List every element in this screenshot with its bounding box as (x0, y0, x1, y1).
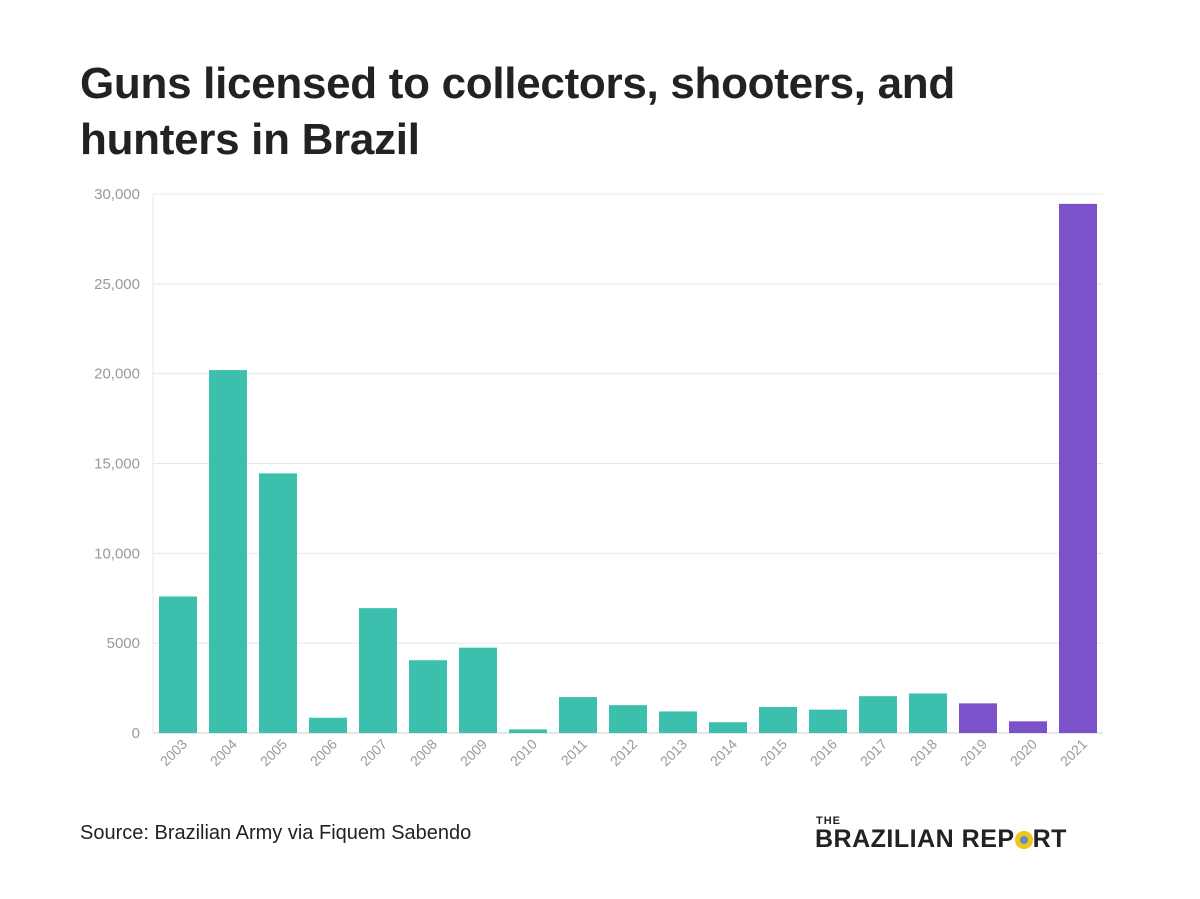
bar-2021 (1059, 203, 1097, 734)
bar-2015 (759, 706, 797, 733)
x-axis: 2003 2004 2005 2006 2007 2008 2009 2010 2011 2012… (157, 736, 1090, 769)
bar-2005 (259, 473, 297, 733)
x-tick-label: 2015 (757, 736, 790, 769)
y-tick-label: 30,000 (94, 186, 140, 203)
y-tick-label: 20,000 (94, 366, 140, 383)
x-tick-label: 2011 (558, 736, 591, 769)
brand-logo: THE BRAZILIAN REP RT (815, 815, 1115, 855)
x-tick-label: 2016 (807, 736, 840, 769)
bar-2006 (309, 717, 347, 733)
bar-2009 (459, 647, 497, 733)
x-tick-label: 2004 (207, 736, 240, 769)
bar-2019 (959, 703, 997, 733)
x-tick-label: 2021 (1057, 736, 1090, 769)
bar-2018 (909, 693, 947, 733)
logo-o-icon (1014, 831, 1033, 849)
logo-name: BRAZILIAN REP RT (815, 825, 1067, 854)
x-tick-label: 2007 (357, 736, 390, 769)
logo-name-part2: RT (1032, 825, 1067, 853)
x-tick-label: 2019 (957, 736, 990, 769)
x-tick-label: 2020 (1007, 736, 1040, 769)
bar-2008 (409, 660, 447, 733)
bar-2017 (859, 696, 897, 733)
x-tick-label: 2014 (707, 736, 740, 769)
bar-2010 (509, 729, 547, 733)
bar-2020 (1009, 721, 1047, 733)
x-tick-label: 2013 (657, 736, 690, 769)
x-tick-label: 2006 (307, 736, 340, 769)
source-note: Source: Brazilian Army via Fiquem Sabend… (80, 822, 472, 844)
y-tick-label: 15,000 (94, 456, 140, 473)
bar-2014 (709, 722, 747, 733)
bar-2003 (159, 596, 197, 733)
y-tick-label: 0 (132, 725, 140, 742)
x-tick-label: 2018 (907, 736, 940, 769)
x-tick-label: 2003 (157, 736, 190, 769)
bar-2016 (809, 709, 847, 733)
y-axis: 0 5000 10,000 15,000 20,000 25,000 30,000 (94, 186, 140, 742)
x-tick-label: 2012 (607, 736, 640, 769)
x-tick-label: 2017 (857, 736, 890, 769)
x-tick-label: 2009 (457, 736, 490, 769)
chart-title: Guns licensed to collectors, shooters, a… (80, 59, 955, 164)
logo-name-part1: BRAZILIAN REP (815, 825, 1015, 853)
y-tick-label: 10,000 (94, 545, 140, 562)
bar-2011 (559, 697, 597, 733)
x-tick-label: 2008 (407, 736, 440, 769)
bar-2013 (659, 711, 697, 733)
bars (159, 203, 1097, 734)
y-tick-label: 5000 (107, 635, 140, 652)
x-tick-label: 2005 (257, 736, 290, 769)
bar-2004 (209, 370, 247, 733)
y-tick-label: 25,000 (94, 276, 140, 293)
logo-the: THE (816, 815, 841, 827)
bar-2012 (609, 705, 647, 733)
x-tick-label: 2010 (507, 736, 540, 769)
bar-2007 (359, 608, 397, 733)
